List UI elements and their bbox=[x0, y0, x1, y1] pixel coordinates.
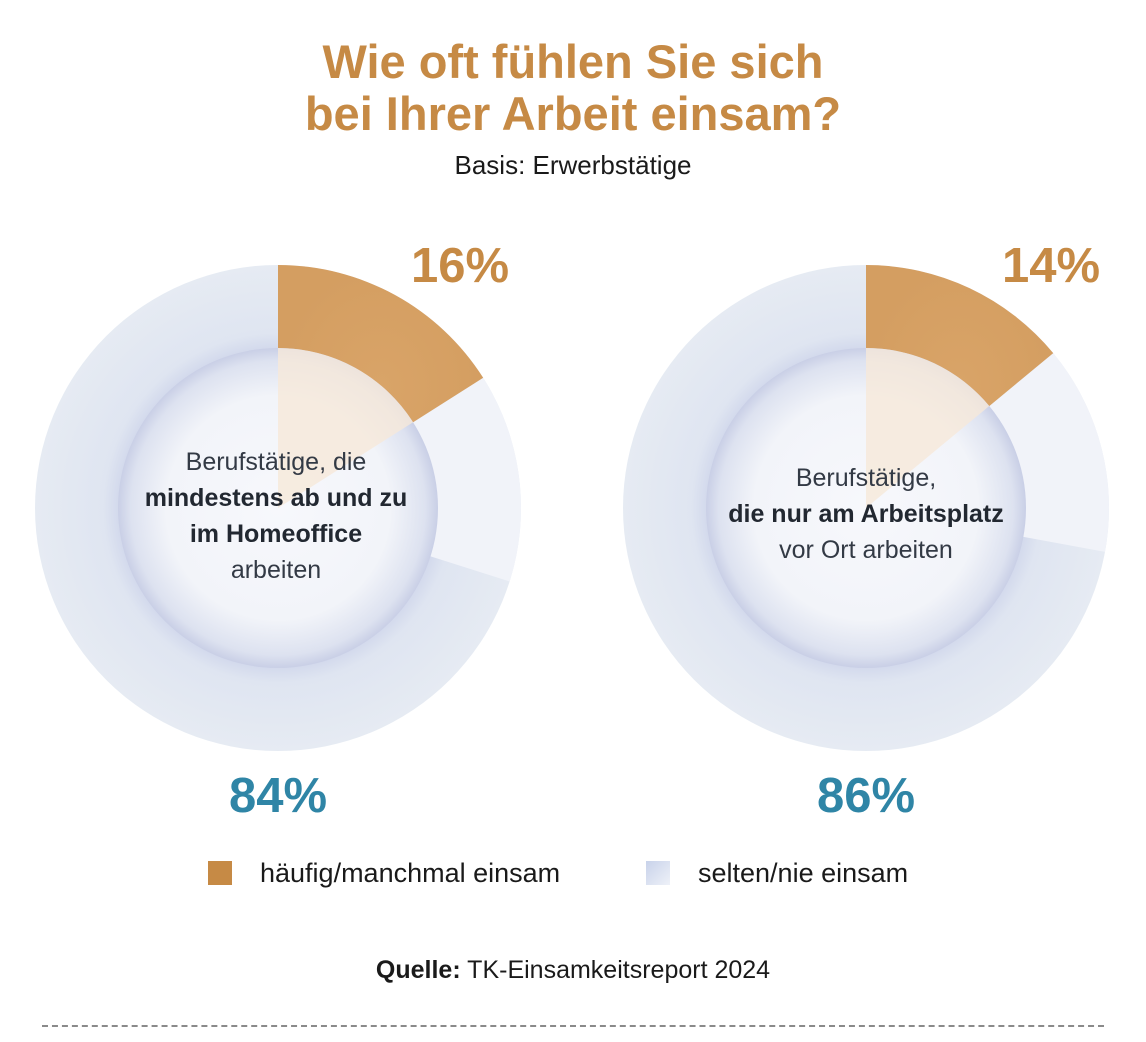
center-text-normal: Berufstätige, die bbox=[185, 448, 367, 476]
dashed-divider bbox=[42, 1025, 1104, 1027]
center-text-bold: mindestens ab und zu bbox=[144, 484, 408, 512]
center-text-bold: die nur am Arbeitsplatz bbox=[728, 500, 1004, 528]
legend-label: selten/nie einsam bbox=[698, 858, 909, 888]
source-label: Quelle: bbox=[375, 956, 461, 984]
center-text-normal: Berufstätige, bbox=[795, 464, 937, 492]
center-text-normal: arbeiten bbox=[230, 556, 322, 584]
chart-title: Wie oft fühlen Sie sich bei Ihrer Arbeit… bbox=[0, 36, 1146, 140]
source-note: Quelle: TK-Einsamkeitsreport 2024 bbox=[0, 956, 1146, 985]
title-line-1: Wie oft fühlen Sie sich bbox=[322, 35, 824, 88]
donut-chart-arbeitsplatz bbox=[623, 265, 1109, 751]
center-text-bold: im Homeoffice bbox=[189, 520, 363, 548]
slice-lonely-tint bbox=[278, 348, 414, 508]
legend: häufig/manchmal einsam selten/nie einsam bbox=[0, 856, 1146, 890]
value-label-not-lonely-homeoffice: 84% bbox=[228, 769, 328, 823]
title-line-2: bei Ihrer Arbeit einsam? bbox=[304, 87, 842, 140]
light-blue-square-icon bbox=[646, 861, 670, 885]
legend-label: häufig/manchmal einsam bbox=[260, 858, 561, 888]
center-text-normal: vor Ort arbeiten bbox=[779, 536, 953, 564]
value-label-not-lonely-arbeitsplatz: 86% bbox=[816, 769, 916, 823]
source-text: TK-Einsamkeitsreport 2024 bbox=[467, 956, 771, 984]
orange-square-icon bbox=[208, 861, 232, 885]
value-label-lonely-homeoffice: 16% bbox=[410, 239, 510, 293]
chart-subtitle: Basis: Erwerbstätige bbox=[454, 150, 692, 180]
center-label-arbeitsplatz: Berufstätige, die nur am Arbeitsplatz vo… bbox=[716, 460, 1016, 568]
value-label-lonely-arbeitsplatz: 14% bbox=[1001, 239, 1101, 293]
center-label-homeoffice: Berufstätige, die mindestens ab und zu i… bbox=[126, 444, 426, 588]
slice-lonely-tint bbox=[866, 348, 990, 508]
donut-chart-homeoffice bbox=[35, 265, 521, 751]
